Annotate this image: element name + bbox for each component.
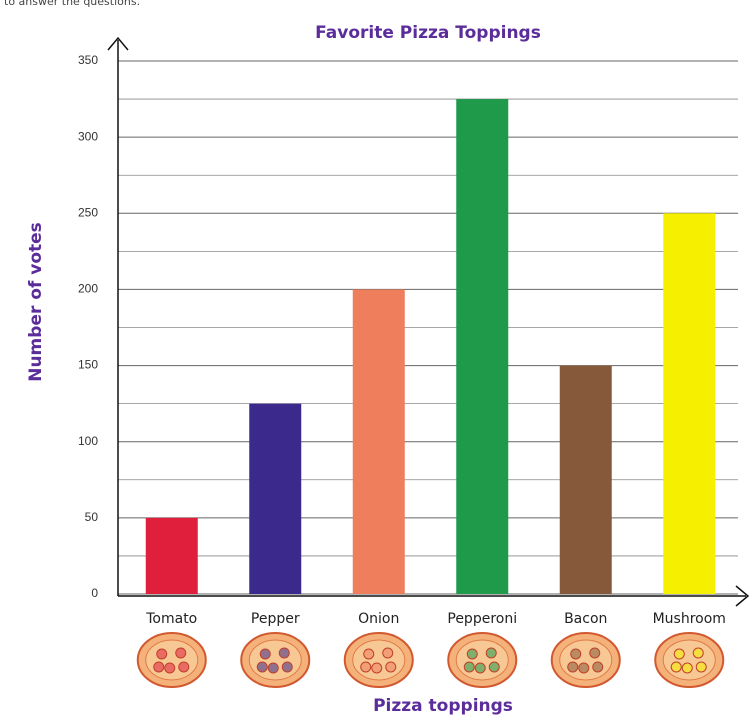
pizza-topping: [267, 662, 279, 674]
pizza-icon: [136, 632, 207, 688]
pizza-icon: [240, 632, 311, 688]
bar: [352, 289, 405, 594]
pizza-icon: [343, 632, 414, 688]
y-tick-label: 50: [85, 510, 99, 524]
x-tick-label: Tomato: [145, 611, 197, 627]
pizza-top: [145, 639, 199, 681]
pizza-top: [248, 639, 302, 681]
x-axis-label: Pizza toppings: [373, 696, 513, 716]
x-tick-label: Bacon: [564, 611, 607, 627]
y-tick-label: 150: [78, 358, 98, 372]
y-tick-label: 100: [78, 434, 98, 448]
pizza-top: [455, 639, 509, 681]
bar: [145, 517, 198, 594]
pizza-topping: [488, 661, 500, 673]
x-axis: [118, 585, 750, 607]
pizza-topping: [371, 662, 383, 674]
pizza-topping: [570, 648, 582, 660]
pizza-topping: [589, 647, 601, 659]
pizza-topping: [592, 661, 604, 673]
pizza-topping: [474, 662, 486, 674]
y-tick-label: 200: [78, 282, 98, 296]
y-tick-label: 250: [78, 205, 98, 219]
bar: [559, 365, 612, 594]
pizza-topping: [175, 647, 187, 659]
pizza-top: [559, 639, 613, 681]
pizza-topping: [164, 662, 176, 674]
bar: [663, 213, 716, 595]
grid: [118, 60, 738, 595]
pizza-topping: [385, 661, 397, 673]
pizza-topping: [360, 661, 372, 673]
y-tick-label: 300: [78, 129, 98, 143]
pizza-topping: [178, 661, 190, 673]
bar: [249, 403, 302, 594]
pizza-topping: [485, 647, 497, 659]
pizza-topping: [382, 647, 394, 659]
bars: [145, 99, 716, 595]
x-tick-label: Pepperoni: [447, 611, 517, 627]
pizza-topping: [692, 647, 704, 659]
y-axis: [107, 36, 129, 596]
chart-title: Favorite Pizza Toppings: [315, 23, 541, 43]
pizza-icon: [654, 632, 725, 688]
pizza-topping: [670, 661, 682, 673]
y-tick-label: 0: [91, 586, 98, 600]
x-tick-label: Pepper: [251, 611, 300, 627]
pizza-topping: [363, 648, 375, 660]
pizza-topping: [681, 662, 693, 674]
pizza-topping: [578, 662, 590, 674]
x-tick-label: Mushroom: [653, 611, 726, 627]
bar: [456, 99, 509, 595]
header-text: to answer the questions.: [4, 0, 140, 8]
pizza-topping: [281, 661, 293, 673]
y-axis-label: Number of votes: [26, 222, 46, 382]
pizza-topping: [256, 661, 268, 673]
pizza-topping: [463, 661, 475, 673]
pizza-topping: [673, 648, 685, 660]
pizza-topping: [153, 661, 165, 673]
y-tick-label: 350: [78, 53, 98, 67]
pizza-icon: [447, 632, 518, 688]
pizza-top: [662, 639, 716, 681]
pizza-topping: [466, 648, 478, 660]
pizza-topping: [278, 647, 290, 659]
pizza-topping: [695, 661, 707, 673]
pizza-top: [352, 639, 406, 681]
pizza-topping: [156, 648, 168, 660]
pizza-topping: [259, 648, 271, 660]
pizza-topping: [567, 661, 579, 673]
x-tick-label: Onion: [358, 611, 399, 627]
pizza-icon: [550, 632, 621, 688]
